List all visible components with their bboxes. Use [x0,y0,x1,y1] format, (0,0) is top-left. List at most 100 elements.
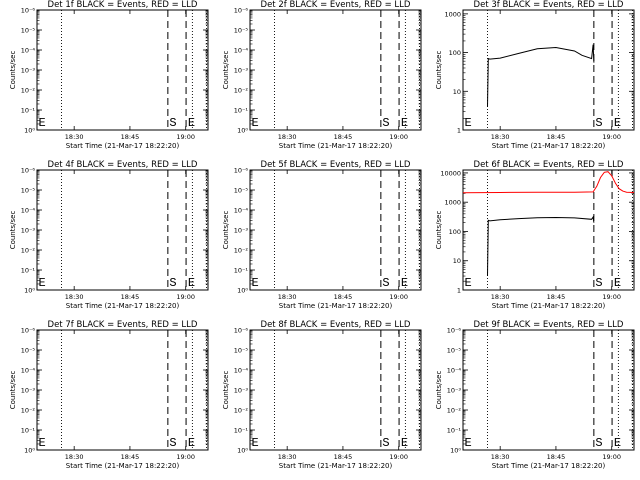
y-axis-label: Counts/sec [9,211,17,250]
y-tick-label: 1000 [444,199,461,207]
y-tick-label: 10⁻⁴ [21,47,36,55]
y-tick-label: 10⁻¹ [447,427,462,435]
x-tick-label: 19:00 [602,133,621,141]
x-axis-label: Start Time (21-Mar-17 18:22:20) [492,302,606,310]
plot-title: Det 5f BLACK = Events, RED = LLD [261,160,411,170]
interval-marker: S [595,116,602,130]
plot-frame [249,9,422,131]
y-tick-label: 10⁻⁵ [234,347,249,355]
x-tick-label: 18:45 [547,293,566,301]
plot-panel: Det 7f BLACK = Events, RED = LLD 18:30 18:… [9,320,209,470]
y-tick-label: 10⁰ [237,287,248,295]
x-tick-label: 18:45 [121,453,140,461]
x-tick-label: 18:30 [65,453,84,461]
plot-title: Det 9f BLACK = Events, RED = LLD [474,320,624,330]
plot-panel: Det 6f BLACK = Events, RED = LLD 18:30 18:… [435,160,635,310]
y-tick-label: 10⁻³ [234,67,249,75]
plot-title: Det 2f BLACK = Events, RED = LLD [261,0,411,10]
x-axis-label: Start Time (21-Mar-17 18:22:20) [492,462,606,470]
events-series-line [487,44,595,107]
y-tick-label: 10⁻³ [21,387,36,395]
x-tick-label: 18:45 [547,133,566,141]
x-tick-label: 18:30 [65,133,84,141]
interval-marker: S [169,436,176,450]
plot-title: Det 1f BLACK = Events, RED = LLD [48,0,198,10]
interval-marker: E [188,116,195,130]
y-tick-label: 10⁻¹ [21,267,36,275]
y-axis-label: Counts/sec [222,211,230,250]
interval-marker: E [251,436,258,450]
y-tick-label: 1000 [444,10,461,18]
y-tick-label: 10⁻⁴ [21,207,36,215]
x-axis-label: Start Time (21-Mar-17 18:22:20) [66,142,180,150]
x-axis-label: Start Time (21-Mar-17 18:22:20) [279,142,393,150]
interval-marker: E [614,116,621,130]
y-tick-label: 10⁻³ [234,227,249,235]
y-tick-label: 10⁻¹ [234,267,249,275]
y-tick-label: 10⁰ [24,127,35,135]
y-tick-label: 10 [453,88,461,96]
interval-marker: S [382,436,389,450]
interval-marker: S [595,276,602,290]
interval-marker: S [595,436,602,450]
plot-title: Det 6f BLACK = Events, RED = LLD [474,160,624,170]
plot-panel: Det 1f BLACK = Events, RED = LLD 18:30 18:… [9,0,209,150]
x-tick-label: 18:30 [491,293,510,301]
y-tick-label: 10⁻² [447,407,462,415]
interval-marker: S [382,116,389,130]
interval-marker: S [169,276,176,290]
interval-marker: E [188,276,195,290]
interval-marker: E [38,116,45,130]
plot-panel: Det 9f BLACK = Events, RED = LLD 18:30 18:… [435,320,635,470]
plot-frame [36,169,209,291]
x-tick-label: 19:00 [389,133,408,141]
plot-frame [249,329,422,451]
x-axis-label: Start Time (21-Mar-17 18:22:20) [66,302,180,310]
x-tick-label: 18:45 [121,293,140,301]
plot-title: Det 3f BLACK = Events, RED = LLD [474,0,624,10]
x-tick-label: 19:00 [389,293,408,301]
y-tick-label: 10⁻¹ [21,107,36,115]
plot-panel: Det 5f BLACK = Events, RED = LLD 18:30 18:… [222,160,422,310]
y-tick-label: 10⁻² [21,247,36,255]
x-tick-label: 18:30 [65,293,84,301]
x-tick-label: 18:30 [278,453,297,461]
x-tick-label: 19:00 [389,453,408,461]
x-tick-label: 18:30 [491,453,510,461]
interval-marker: E [38,276,45,290]
x-axis-label: Start Time (21-Mar-17 18:22:20) [66,462,180,470]
y-tick-label: 100 [449,49,461,57]
plot-frame [36,329,209,451]
y-tick-label: 10⁰ [24,287,35,295]
plot-title: Det 7f BLACK = Events, RED = LLD [48,320,198,330]
y-tick-label: 10⁻² [21,87,36,95]
y-tick-label: 10⁻⁴ [234,207,249,215]
y-tick-label: 10⁻³ [21,67,36,75]
y-tick-label: 10⁻⁶ [21,167,36,175]
events-series-line [487,215,595,277]
y-tick-label: 10⁻⁶ [234,7,249,15]
y-tick-label: 10⁻⁶ [234,167,249,175]
y-tick-label: 10⁻⁴ [234,367,249,375]
x-tick-label: 19:00 [602,453,621,461]
x-tick-label: 18:45 [547,453,566,461]
y-tick-label: 10⁰ [24,447,35,455]
interval-marker: E [401,276,408,290]
interval-marker: E [188,436,195,450]
y-tick-label: 10⁻¹ [21,427,36,435]
y-tick-label: 10 [453,257,461,265]
y-axis-label: Counts/sec [435,51,443,90]
plot-frame [462,169,635,291]
y-axis-label: Counts/sec [222,51,230,90]
interval-marker: E [464,116,471,130]
y-axis-label: Counts/sec [222,371,230,410]
y-axis-label: Counts/sec [9,51,17,90]
x-axis-label: Start Time (21-Mar-17 18:22:20) [492,142,606,150]
interval-marker: E [464,436,471,450]
plot-panel: Det 2f BLACK = Events, RED = LLD 18:30 18:… [222,0,422,150]
interval-marker: E [251,276,258,290]
lld-series-line [462,171,635,194]
y-tick-label: 10⁻³ [447,387,462,395]
y-tick-label: 10⁻⁵ [21,187,36,195]
